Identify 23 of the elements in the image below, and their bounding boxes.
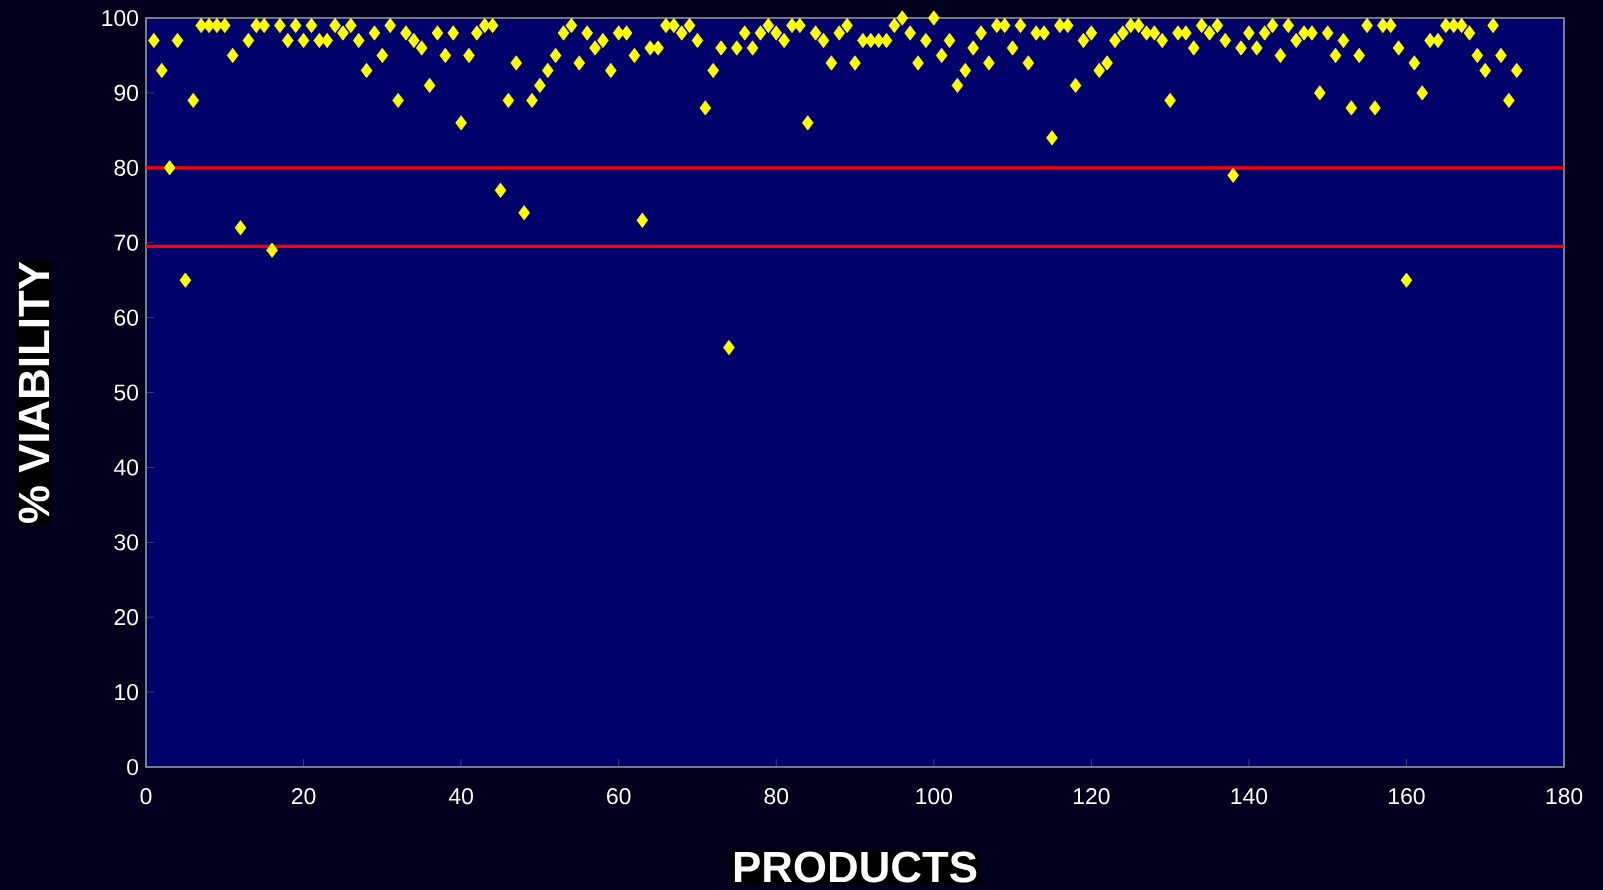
y-tick-label: 0	[127, 758, 139, 776]
x-tick-label: 60	[607, 788, 631, 805]
y-tick-label: 90	[114, 84, 139, 101]
x-tick-label: 20	[291, 788, 316, 805]
x-tick-label: 80	[764, 788, 789, 805]
x-axis-title: PRODUCTS	[734, 851, 977, 883]
x-tick-label: 180	[1546, 788, 1583, 805]
x-tick-label: 0	[140, 788, 152, 805]
y-tick-label: 20	[114, 609, 139, 626]
y-tick-label: 10	[115, 683, 139, 701]
x-tick-label: 40	[448, 788, 473, 805]
y-tick-label: 50	[114, 384, 139, 401]
x-tick-label: 100	[916, 788, 952, 805]
x-tick-label: 160	[1389, 788, 1425, 805]
y-tick-label: 70	[114, 234, 139, 251]
y-axis-title: % VIABILITY	[18, 261, 50, 523]
y-tick-label: 80	[114, 159, 139, 176]
y-tick-label: 100	[102, 9, 139, 27]
x-tick-label: 140	[1231, 788, 1268, 805]
x-tick-label: 120	[1073, 788, 1110, 805]
y-tick-label: 60	[114, 309, 139, 326]
y-tick-label: 40	[114, 459, 139, 476]
y-tick-label: 30	[114, 534, 139, 551]
